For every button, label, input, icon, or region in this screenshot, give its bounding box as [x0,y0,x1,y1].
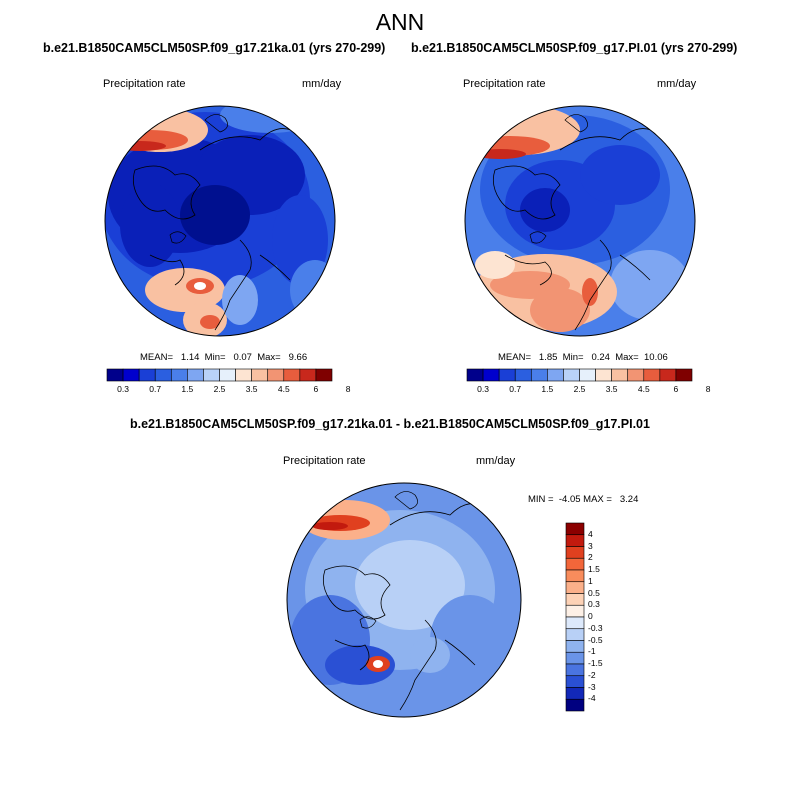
colorbar-cell [565,522,585,536]
colorbar-cell [203,368,220,382]
colorbar-cell [565,569,585,583]
colorbar-tick-label: 0.5 [588,587,600,598]
map-1-polar-projection [105,106,335,336]
colorbar-cell [565,581,585,594]
colorbar-cell [611,368,629,382]
colorbar-cell [595,368,612,382]
colorbar-cell [187,368,204,382]
colorbar-cell [283,368,301,382]
colorbar-cell [565,640,585,653]
colorbar-tick-label: 1 [588,575,593,586]
colorbar-cell [565,698,585,712]
colorbar-cell [482,368,500,382]
panel-3-variable-label: Precipitation rate [283,455,366,467]
colorbar-cell [565,687,585,700]
colorbar-cell [565,616,585,630]
colorbar-tick-label: 1.5 [588,564,600,574]
colorbar-cell [498,368,516,382]
colorbar-cell [219,368,236,382]
colorbar-tick-label: 8 [345,384,351,394]
colorbar-tick-label: 6 [313,384,319,394]
panel-3-title: b.e21.B1850CAM5CLM50SP.f09_g17.21ka.01 -… [130,417,650,431]
colorbar-tick-label: 6 [673,384,679,394]
colorbar-tick-label: 1.5 [181,384,194,394]
colorbar-cell [530,368,548,382]
colorbar-tick-label: 0.7 [149,384,162,394]
colorbar-tick-label: -0.5 [588,634,603,645]
colorbar-cell [170,368,188,382]
colorbar-tick-label: 4.5 [277,384,290,394]
panel-1-units-label: mm/day [302,78,342,90]
colorbar-cell [565,628,585,641]
panel-2-colorbar [466,368,693,382]
map-1-border [104,105,336,337]
colorbar-cell [514,368,532,382]
colorbar-cell [643,368,661,382]
colorbar-tick-label: 1.5 [541,384,554,394]
colorbar-tick-label: 3.5 [245,384,258,394]
colorbar-tick-label: 3.5 [605,384,618,394]
panel-3-colorbar [565,522,585,712]
colorbar-cell [565,663,585,677]
panel-2-stats: MEAN= 1.85 Min= 0.24 Max= 10.06 [498,352,668,363]
panel-2-units-label: mm/day [657,78,697,90]
colorbar-cell [251,368,269,382]
map-3-polar-projection [287,483,521,717]
colorbar-cell [675,368,693,382]
colorbar-tick-label: 0.7 [509,384,522,394]
colorbar-tick-label: 4.5 [637,384,650,394]
colorbar-tick-label: -0.3 [588,622,603,633]
panel-1-title: b.e21.B1850CAM5CLM50SP.f09_g17.21ka.01 (… [43,41,386,55]
colorbar-tick-label: -2 [588,669,596,680]
colorbar-tick-label: -4 [588,693,596,704]
colorbar-tick-label: 0.3 [117,384,129,394]
colorbar-tick-label: 0.3 [588,599,600,610]
colorbar-cell [267,368,285,382]
map-2-border [464,105,696,337]
map-3-border [286,482,522,718]
colorbar-cell [565,651,585,665]
colorbar-cell [565,593,585,606]
colorbar-cell [138,368,156,382]
map-2-polar-projection [465,106,695,336]
figure-title: ANN [375,9,425,35]
colorbar-cell [466,368,484,382]
colorbar-cell [547,368,564,382]
colorbar-cell [565,604,585,618]
colorbar-cell [154,368,172,382]
colorbar-tick-label: 3 [588,540,593,551]
colorbar-cell [627,368,645,382]
colorbar-tick-label: -1 [588,646,596,657]
panel-3-units-label: mm/day [476,455,516,467]
colorbar-tick-label: -3 [588,681,596,692]
colorbar-cell [565,534,585,547]
colorbar-cell [315,368,333,382]
colorbar-tick-label: 2.5 [573,384,586,394]
panel-2-variable-label: Precipitation rate [463,78,546,90]
panel-1-variable-label: Precipitation rate [103,78,186,90]
panel-3-stats: MIN = -4.05 MAX = 3.24 [528,494,639,505]
colorbar-tick-label: 0 [588,611,593,621]
colorbar-tick-label: 2 [588,552,593,563]
colorbar-cell [563,368,580,382]
colorbar-tick-label: -1.5 [588,658,603,668]
colorbar-cell [579,368,596,382]
colorbar-tick-label: 4 [588,528,593,539]
colorbar-cell [106,368,124,382]
colorbar-tick-label: 0.3 [477,384,489,394]
panel-1-stats: MEAN= 1.14 Min= 0.07 Max= 9.66 [140,352,308,363]
colorbar-cell [565,675,585,688]
colorbar-tick-label: 8 [705,384,711,394]
colorbar-cell [122,368,140,382]
panel-1-colorbar [106,368,333,382]
colorbar-cell [565,557,585,571]
colorbar-cell [659,368,677,382]
colorbar-cell [565,546,585,559]
colorbar-cell [299,368,317,382]
colorbar-tick-label: 2.5 [213,384,226,394]
colorbar-cell [235,368,252,382]
panel-2-title: b.e21.B1850CAM5CLM50SP.f09_g17.PI.01 (yr… [411,41,738,55]
